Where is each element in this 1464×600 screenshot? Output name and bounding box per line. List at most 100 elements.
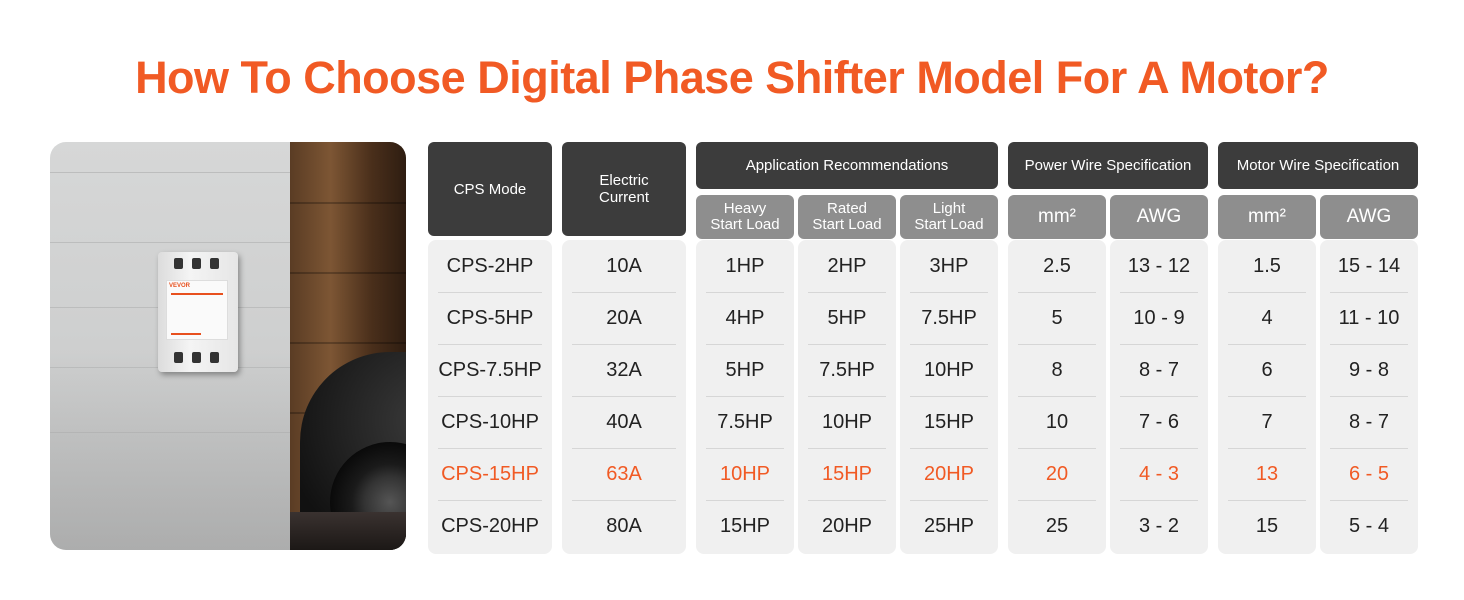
- table-cell-motor-awg: 15 - 14: [1337, 254, 1401, 277]
- table-cell-light-start-load: 10HP: [923, 358, 975, 381]
- table-cell-rated-start-load: 20HP: [821, 514, 873, 537]
- row-divider: [808, 500, 886, 501]
- header-cps-mode: CPS Mode: [428, 142, 552, 236]
- row-divider: [1330, 500, 1408, 501]
- table-cell-power-awg: 7 - 6: [1138, 410, 1180, 433]
- row-divider: [808, 396, 886, 397]
- table-cell-rated-start-load: 10HP: [821, 410, 873, 433]
- table-cell-power-awg: 8 - 7: [1138, 358, 1180, 381]
- row-divider: [1330, 448, 1408, 449]
- table-cell-cps-mode: CPS-20HP: [441, 514, 539, 537]
- table-cell-heavy-start-load: 7.5HP: [717, 410, 773, 433]
- header-application-recommendations: Application Recommendations: [696, 142, 998, 189]
- product-photo: VEVOR: [50, 142, 406, 550]
- table-cell-cps-mode: CPS-7.5HP: [438, 358, 542, 381]
- table-cell-motor-awg: 8 - 7: [1348, 410, 1390, 433]
- header-electric-current: Electric Current: [562, 142, 686, 236]
- table-cell-power-mm2: 2.5: [1043, 254, 1071, 277]
- row-divider: [438, 500, 542, 501]
- row-divider: [910, 396, 988, 397]
- row-divider: [438, 344, 542, 345]
- row-divider: [1228, 396, 1306, 397]
- row-divider: [910, 292, 988, 293]
- table-cell-motor-mm2: 13: [1255, 462, 1279, 485]
- table-cell-power-mm2: 5: [1051, 306, 1063, 329]
- row-divider: [572, 396, 676, 397]
- row-divider: [910, 500, 988, 501]
- table-cell-light-start-load: 15HP: [923, 410, 975, 433]
- table-cell-rated-start-load: 15HP: [821, 462, 873, 485]
- row-divider: [438, 448, 542, 449]
- table-cell-power-mm2: 8: [1051, 358, 1063, 381]
- table-cell-rated-start-load: 5HP: [827, 306, 867, 329]
- table-cell-electric-current: 40A: [606, 410, 642, 433]
- row-divider: [1120, 292, 1198, 293]
- table-cell-power-awg: 3 - 2: [1138, 514, 1180, 537]
- subheader-heavy-start-load: Heavy Start Load: [696, 195, 794, 239]
- row-divider: [1018, 448, 1096, 449]
- header-power-wire-specification: Power Wire Specification: [1008, 142, 1208, 189]
- table-cell-electric-current: 32A: [606, 358, 642, 381]
- table-cell-heavy-start-load: 1HP: [725, 254, 765, 277]
- subheader-power-awg: AWG: [1110, 195, 1208, 239]
- table-cell-motor-mm2: 15: [1255, 514, 1279, 537]
- row-divider: [706, 396, 784, 397]
- row-divider: [1120, 344, 1198, 345]
- table-cell-cps-mode: CPS-5HP: [446, 306, 534, 329]
- header-motor-wire-specification: Motor Wire Specification: [1218, 142, 1418, 189]
- row-divider: [1018, 500, 1096, 501]
- table-cell-cps-mode: CPS-10HP: [441, 410, 539, 433]
- table-cell-motor-awg: 9 - 8: [1348, 358, 1390, 381]
- table-cell-rated-start-load: 7.5HP: [819, 358, 875, 381]
- row-divider: [1228, 344, 1306, 345]
- row-divider: [572, 344, 676, 345]
- row-divider: [706, 344, 784, 345]
- row-divider: [1120, 448, 1198, 449]
- table-cell-motor-awg: 11 - 10: [1338, 306, 1400, 329]
- row-divider: [572, 448, 676, 449]
- table-cell-motor-mm2: 1.5: [1253, 254, 1281, 277]
- table-cell-motor-mm2: 7: [1261, 410, 1273, 433]
- row-divider: [808, 344, 886, 345]
- table-cell-rated-start-load: 2HP: [827, 254, 867, 277]
- table-cell-electric-current: 63A: [606, 462, 642, 485]
- table-cell-motor-awg: 6 - 5: [1348, 462, 1390, 485]
- row-divider: [808, 448, 886, 449]
- table-cell-power-mm2: 20: [1045, 462, 1069, 485]
- row-divider: [1228, 448, 1306, 449]
- row-divider: [1330, 396, 1408, 397]
- table-cell-power-awg: 4 - 3: [1138, 462, 1180, 485]
- subheader-rated-start-load: Rated Start Load: [798, 195, 896, 239]
- row-divider: [572, 292, 676, 293]
- row-divider: [1120, 500, 1198, 501]
- table-cell-power-awg: 13 - 12: [1127, 254, 1191, 277]
- table-cell-power-mm2: 25: [1045, 514, 1069, 537]
- table-cell-electric-current: 20A: [606, 306, 642, 329]
- table-cell-cps-mode: CPS-15HP: [441, 462, 539, 485]
- row-divider: [1120, 396, 1198, 397]
- table-cell-power-mm2: 10: [1045, 410, 1069, 433]
- table-cell-light-start-load: 3HP: [929, 254, 969, 277]
- row-divider: [1018, 396, 1096, 397]
- row-divider: [910, 448, 988, 449]
- row-divider: [1018, 344, 1096, 345]
- table-cell-light-start-load: 25HP: [923, 514, 975, 537]
- row-divider: [572, 500, 676, 501]
- table-cell-heavy-start-load: 4HP: [725, 306, 765, 329]
- row-divider: [1018, 292, 1096, 293]
- row-divider: [706, 292, 784, 293]
- table-cell-motor-awg: 5 - 4: [1348, 514, 1390, 537]
- row-divider: [706, 500, 784, 501]
- table-cell-motor-mm2: 4: [1261, 306, 1273, 329]
- table-cell-light-start-load: 7.5HP: [921, 306, 977, 329]
- subheader-motor-awg: AWG: [1320, 195, 1418, 239]
- page-title: How To Choose Digital Phase Shifter Mode…: [135, 52, 1329, 103]
- table-cell-electric-current: 80A: [606, 514, 642, 537]
- row-divider: [1228, 292, 1306, 293]
- row-divider: [910, 344, 988, 345]
- table-cell-power-awg: 10 - 9: [1133, 306, 1185, 329]
- phase-shifter-device-image: VEVOR: [158, 252, 238, 372]
- table-cell-heavy-start-load: 15HP: [719, 514, 771, 537]
- subheader-motor-mm2: mm²: [1218, 195, 1316, 239]
- table-cell-heavy-start-load: 5HP: [725, 358, 765, 381]
